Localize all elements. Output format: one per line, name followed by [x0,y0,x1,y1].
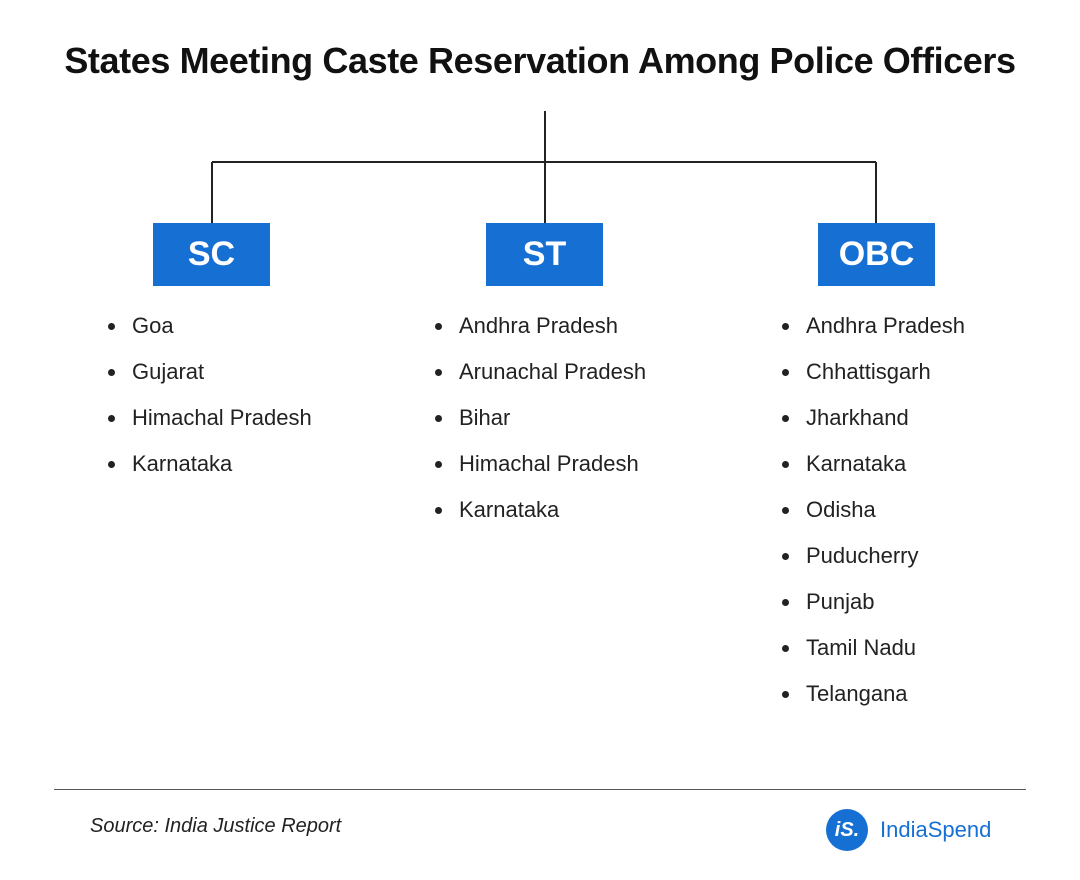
list-item: Telangana [782,676,965,722]
state-list-sc: Goa Gujarat Himachal Pradesh Karnataka [108,308,312,492]
source-note: Source: India Justice Report [90,815,342,837]
list-item: Jharkhand [782,400,965,446]
list-item: Puducherry [782,538,965,584]
list-item: Himachal Pradesh [435,446,646,492]
category-box-st: ST [486,223,603,286]
logo-text: IndiaSpend [880,817,992,842]
state-list-st: Andhra Pradesh Arunachal Pradesh Bihar H… [435,308,646,538]
category-box-obc: OBC [818,223,935,286]
list-item: Karnataka [435,492,646,538]
list-item: Himachal Pradesh [108,400,312,446]
list-item: Odisha [782,492,965,538]
list-item: Arunachal Pradesh [435,354,646,400]
list-item: Karnataka [782,446,965,492]
list-item: Chhattisgarh [782,354,965,400]
indiaspend-logo: iS. IndiaSpend [826,809,991,851]
list-item: Gujarat [108,354,312,400]
diagram-title: States Meeting Caste Reservation Among P… [64,40,1016,81]
list-item: Bihar [435,400,646,446]
state-list-obc: Andhra Pradesh Chhattisgarh Jharkhand Ka… [782,308,965,722]
logo-badge-icon: iS. [826,809,868,851]
category-box-sc: SC [153,223,270,286]
list-item: Andhra Pradesh [782,308,965,354]
list-item: Tamil Nadu [782,630,965,676]
list-item: Punjab [782,584,965,630]
footer-divider [54,789,1026,790]
list-item: Andhra Pradesh [435,308,646,354]
list-item: Karnataka [108,446,312,492]
list-item: Goa [108,308,312,354]
hierarchy-connectors [211,111,877,223]
